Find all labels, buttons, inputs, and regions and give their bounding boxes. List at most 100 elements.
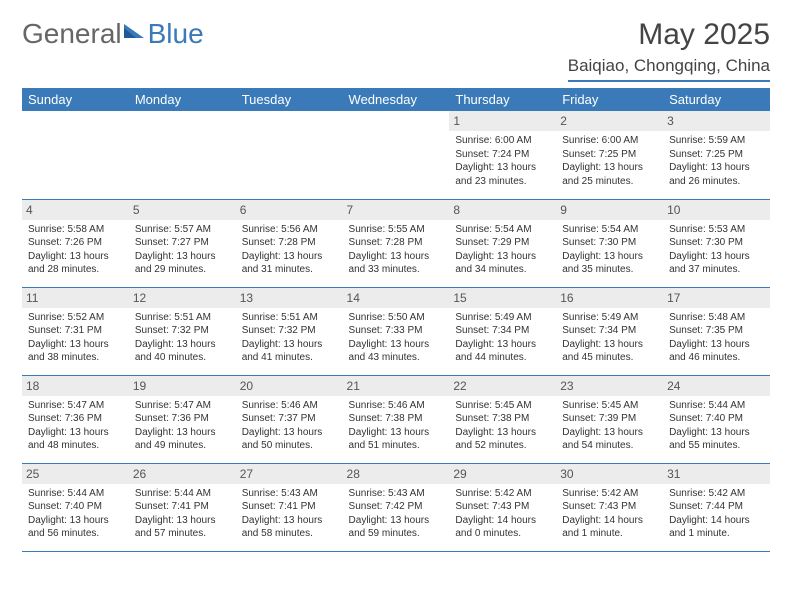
sunrise-text: Sunrise: 5:58 AM — [28, 223, 123, 237]
sunset-text: Sunset: 7:27 PM — [135, 236, 230, 250]
day-number: 4 — [22, 200, 129, 220]
brand-part1: General — [22, 18, 122, 50]
calendar-day-cell: 23Sunrise: 5:45 AMSunset: 7:39 PMDayligh… — [556, 375, 663, 463]
calendar-day-cell: 22Sunrise: 5:45 AMSunset: 7:38 PMDayligh… — [449, 375, 556, 463]
sunset-text: Sunset: 7:25 PM — [562, 148, 657, 162]
calendar-day-cell: 12Sunrise: 5:51 AMSunset: 7:32 PMDayligh… — [129, 287, 236, 375]
calendar-day-cell: 14Sunrise: 5:50 AMSunset: 7:33 PMDayligh… — [343, 287, 450, 375]
calendar-day-cell: 2Sunrise: 6:00 AMSunset: 7:25 PMDaylight… — [556, 111, 663, 199]
day-number: 29 — [449, 464, 556, 484]
daylight-text: Daylight: 13 hours and 35 minutes. — [562, 250, 657, 277]
daylight-text: Daylight: 13 hours and 59 minutes. — [349, 514, 444, 541]
sunrise-text: Sunrise: 5:46 AM — [349, 399, 444, 413]
sunrise-text: Sunrise: 6:00 AM — [455, 134, 550, 148]
calendar-day-cell: 28Sunrise: 5:43 AMSunset: 7:42 PMDayligh… — [343, 463, 450, 551]
calendar-day-cell: 8Sunrise: 5:54 AMSunset: 7:29 PMDaylight… — [449, 199, 556, 287]
daylight-text: Daylight: 13 hours and 41 minutes. — [242, 338, 337, 365]
sunrise-text: Sunrise: 5:43 AM — [242, 487, 337, 501]
day-number: 23 — [556, 376, 663, 396]
calendar-day-cell: 7 Sunrise: 5:55 AMSunset: 7:28 PMDaylight… — [343, 199, 450, 287]
sunset-text: Sunset: 7:32 PM — [242, 324, 337, 338]
calendar-day-cell: 6Sunrise: 5:56 AMSunset: 7:28 PMDaylight… — [236, 199, 343, 287]
calendar-day-cell: 29Sunrise: 5:42 AMSunset: 7:43 PMDayligh… — [449, 463, 556, 551]
daylight-text: Daylight: 13 hours and 38 minutes. — [28, 338, 123, 365]
sunrise-text: Sunrise: 5:45 AM — [562, 399, 657, 413]
sunset-text: Sunset: 7:34 PM — [562, 324, 657, 338]
sunset-text: Sunset: 7:31 PM — [28, 324, 123, 338]
calendar-day-cell: 15Sunrise: 5:49 AMSunset: 7:34 PMDayligh… — [449, 287, 556, 375]
day-number: 8 — [449, 200, 556, 220]
title-block: May 2025 Baiqiao, Chongqing, China — [568, 18, 770, 82]
sunset-text: Sunset: 7:43 PM — [562, 500, 657, 514]
sunrise-text: Sunrise: 5:44 AM — [28, 487, 123, 501]
daylight-text: Daylight: 13 hours and 57 minutes. — [135, 514, 230, 541]
daylight-text: Daylight: 13 hours and 37 minutes. — [669, 250, 764, 277]
brand-part2: Blue — [148, 18, 204, 50]
flag-icon — [124, 22, 146, 40]
sunset-text: Sunset: 7:37 PM — [242, 412, 337, 426]
sunrise-text: Sunrise: 5:43 AM — [349, 487, 444, 501]
daylight-text: Daylight: 13 hours and 26 minutes. — [669, 161, 764, 188]
daylight-text: Daylight: 14 hours and 0 minutes. — [455, 514, 550, 541]
day-number: 20 — [236, 376, 343, 396]
location-text: Baiqiao, Chongqing, China — [568, 56, 770, 82]
sunrise-text: Sunrise: 5:51 AM — [242, 311, 337, 325]
day-number: 16 — [556, 288, 663, 308]
sunset-text: Sunset: 7:44 PM — [669, 500, 764, 514]
daylight-text: Daylight: 13 hours and 33 minutes. — [349, 250, 444, 277]
sunrise-text: Sunrise: 5:44 AM — [669, 399, 764, 413]
day-number: 7 — [343, 200, 450, 220]
sunrise-text: Sunrise: 5:50 AM — [349, 311, 444, 325]
day-number: 18 — [22, 376, 129, 396]
sunrise-text: Sunrise: 5:44 AM — [135, 487, 230, 501]
sunrise-text: Sunrise: 5:49 AM — [455, 311, 550, 325]
sunset-text: Sunset: 7:41 PM — [135, 500, 230, 514]
sunrise-text: Sunrise: 5:42 AM — [669, 487, 764, 501]
calendar-day-cell: 27Sunrise: 5:43 AMSunset: 7:41 PMDayligh… — [236, 463, 343, 551]
calendar-day-cell: 21Sunrise: 5:46 AMSunset: 7:38 PMDayligh… — [343, 375, 450, 463]
calendar-day-cell — [236, 111, 343, 199]
daylight-text: Daylight: 13 hours and 55 minutes. — [669, 426, 764, 453]
sunrise-text: Sunrise: 5:57 AM — [135, 223, 230, 237]
sunset-text: Sunset: 7:30 PM — [562, 236, 657, 250]
sunset-text: Sunset: 7:36 PM — [135, 412, 230, 426]
day-number: 1 — [449, 111, 556, 131]
day-number: 11 — [22, 288, 129, 308]
calendar-day-cell: 30Sunrise: 5:42 AMSunset: 7:43 PMDayligh… — [556, 463, 663, 551]
calendar-day-cell: 10Sunrise: 5:53 AMSunset: 7:30 PMDayligh… — [663, 199, 770, 287]
calendar-day-cell: 3 Sunrise: 5:59 AMSunset: 7:25 PMDaylight… — [663, 111, 770, 199]
sunrise-text: Sunrise: 5:52 AM — [28, 311, 123, 325]
daylight-text: Daylight: 13 hours and 52 minutes. — [455, 426, 550, 453]
sunrise-text: Sunrise: 5:55 AM — [349, 223, 444, 237]
day-number: 2 — [556, 111, 663, 131]
sunrise-text: Sunrise: 5:56 AM — [242, 223, 337, 237]
day-number: 9 — [556, 200, 663, 220]
sunrise-text: Sunrise: 5:46 AM — [242, 399, 337, 413]
sunset-text: Sunset: 7:28 PM — [349, 236, 444, 250]
day-number: 5 — [129, 200, 236, 220]
daylight-text: Daylight: 13 hours and 54 minutes. — [562, 426, 657, 453]
day-number: 25 — [22, 464, 129, 484]
sunset-text: Sunset: 7:38 PM — [349, 412, 444, 426]
daylight-text: Daylight: 13 hours and 40 minutes. — [135, 338, 230, 365]
calendar-week-row: 18Sunrise: 5:47 AMSunset: 7:36 PMDayligh… — [22, 375, 770, 463]
day-number: 22 — [449, 376, 556, 396]
calendar-day-cell: 31Sunrise: 5:42 AMSunset: 7:44 PMDayligh… — [663, 463, 770, 551]
calendar-day-cell — [343, 111, 450, 199]
month-title: May 2025 — [568, 18, 770, 52]
day-number: 3 — [663, 111, 770, 131]
sunset-text: Sunset: 7:24 PM — [455, 148, 550, 162]
weekday-header: Thursday — [449, 88, 556, 111]
sunrise-text: Sunrise: 5:49 AM — [562, 311, 657, 325]
day-number: 14 — [343, 288, 450, 308]
calendar-day-cell — [22, 111, 129, 199]
daylight-text: Daylight: 13 hours and 50 minutes. — [242, 426, 337, 453]
daylight-text: Daylight: 13 hours and 48 minutes. — [28, 426, 123, 453]
calendar-week-row: 4Sunrise: 5:58 AMSunset: 7:26 PMDaylight… — [22, 199, 770, 287]
sunrise-text: Sunrise: 5:59 AM — [669, 134, 764, 148]
sunrise-text: Sunrise: 5:54 AM — [562, 223, 657, 237]
day-number: 26 — [129, 464, 236, 484]
sunrise-text: Sunrise: 5:53 AM — [669, 223, 764, 237]
daylight-text: Daylight: 13 hours and 25 minutes. — [562, 161, 657, 188]
sunset-text: Sunset: 7:25 PM — [669, 148, 764, 162]
